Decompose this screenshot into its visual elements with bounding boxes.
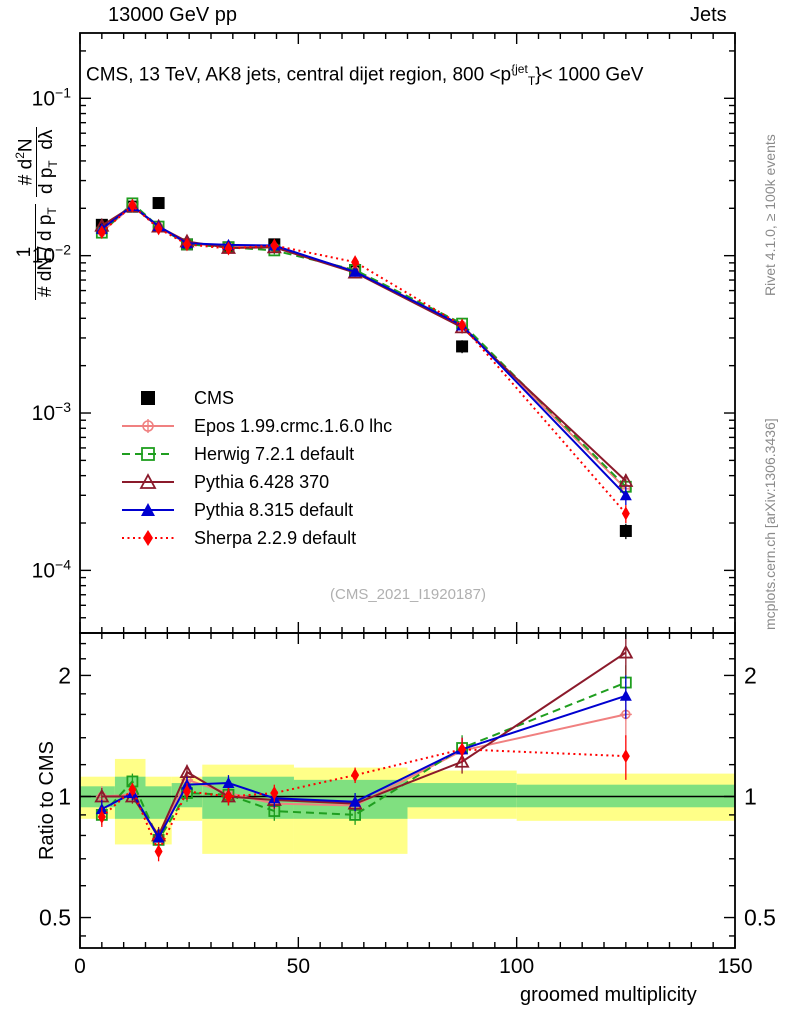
data-point-marker: [154, 844, 163, 859]
data-point-marker: [128, 782, 137, 797]
data-point-marker: [141, 419, 155, 433]
ratio-y-tick-label-right: 1: [744, 783, 757, 809]
data-point-marker: [349, 795, 362, 807]
series-line: [101, 204, 627, 515]
series-line: [101, 205, 627, 482]
x-tick-label: 150: [717, 955, 752, 978]
data-point-marker: [97, 225, 106, 240]
data-point-marker: [224, 789, 233, 804]
plot-title-sup: {jet: [511, 62, 528, 76]
legend-label: Herwig 7.2.1 default: [194, 444, 354, 464]
plot-title: CMS, 13 TeV, AK8 jets, central dijet reg…: [86, 62, 643, 88]
data-point-marker: [619, 689, 632, 701]
ratio-band-green: [145, 786, 172, 819]
ratio-y-tick-label: 1: [58, 783, 71, 809]
data-point-marker: [618, 644, 634, 659]
series-3: [94, 198, 634, 489]
ratio-series-4: [97, 735, 630, 862]
legend-label: Pythia 8.315 default: [194, 500, 353, 520]
data-point-marker: [351, 255, 360, 270]
main-panel-frame: [79, 32, 736, 634]
data-point-marker: [182, 237, 191, 252]
plot-title-pre: CMS, 13 TeV, AK8 jets, central dijet reg…: [86, 64, 512, 86]
x-tick-label: 0: [74, 955, 86, 978]
series-line: [101, 204, 627, 496]
legend-label: CMS: [194, 388, 234, 408]
series-line: [101, 204, 627, 490]
data-point-marker: [139, 473, 157, 489]
x-tick-label: 50: [287, 955, 310, 978]
plot-title-post: }< 1000 GeV: [535, 64, 644, 86]
data-point-marker: [128, 198, 137, 213]
data-point-marker: [454, 753, 470, 768]
x-axis-label: groomed multiplicity: [520, 984, 697, 1006]
main-y-axis-numerator2: # d2N: [13, 126, 38, 197]
main-y-tick-label: 10−3: [32, 399, 72, 425]
mcplots-source-label: mcplots.cern.ch [arXiv:1306.3436]: [762, 418, 778, 630]
data-point-marker: [141, 391, 155, 405]
legend-item-0[interactable]: CMS: [141, 388, 234, 408]
data-point-marker: [619, 524, 632, 537]
data-point-marker: [270, 238, 279, 253]
analysis-id-watermark: (CMS_2021_I1920187): [330, 586, 486, 603]
series-0: [95, 197, 632, 540]
data-point-marker: [141, 503, 155, 516]
data-point-marker: [458, 318, 467, 333]
legend-item-2[interactable]: Herwig 7.2.1 default: [122, 444, 354, 464]
series-4: [95, 199, 632, 506]
main-y-tick-label: 10−4: [32, 556, 72, 582]
series-line: [101, 201, 627, 488]
data-point-marker: [152, 831, 165, 843]
legend-label: Sherpa 2.2.9 default: [194, 528, 356, 548]
plot-title-sub: T: [527, 74, 536, 89]
series-2: [95, 197, 632, 496]
main-y-axis-denominator2: d pT dλ: [36, 129, 61, 194]
data-point-marker: [618, 473, 634, 487]
data-point-marker: [152, 197, 165, 210]
data-point-marker: [141, 447, 155, 461]
ratio-panel-series: [94, 633, 634, 862]
legend-item-1[interactable]: Epos 1.99.crmc.1.6.0 lhc: [122, 416, 392, 436]
ratio-y-tick-label: 2: [58, 662, 71, 688]
ratio-y-tick-label-right: 2: [744, 662, 757, 688]
data-point-marker: [182, 784, 191, 799]
data-point-marker: [349, 265, 362, 277]
x-tick-label: 100: [499, 955, 534, 978]
data-point-marker: [621, 749, 630, 764]
legend-item-4[interactable]: Pythia 8.315 default: [122, 500, 353, 520]
data-point-marker: [270, 786, 279, 801]
main-y-axis-numerator: 1: [14, 204, 37, 300]
series-1: [95, 199, 632, 498]
legend-item-3[interactable]: Pythia 6.428 370: [122, 472, 329, 492]
ratio-y-tick-label-right: 0.5: [744, 905, 776, 931]
data-point-marker: [97, 809, 106, 824]
main-y-axis-denominator: # dN / d pT: [35, 207, 59, 297]
ratio-y-axis-label: Ratio to CMS: [36, 741, 58, 860]
data-point-marker: [154, 221, 163, 236]
series-5: [97, 198, 630, 524]
rivet-version-label: Rivet 4.1.0, ≥ 100k events: [762, 134, 778, 296]
legend-item-5[interactable]: Sherpa 2.2.9 default: [122, 528, 356, 548]
ratio-series-line: [101, 681, 627, 843]
data-point-marker: [456, 340, 469, 353]
ratio-series-3: [95, 675, 632, 847]
data-point-marker: [224, 241, 233, 256]
data-point-marker: [458, 742, 467, 757]
header-right-label: Jets: [690, 4, 727, 26]
legend: CMS Epos 1.99.crmc.1.6.0 lhc Herwig 7.2.1 …: [122, 388, 392, 548]
legend-label: Epos 1.99.crmc.1.6.0 lhc: [194, 416, 392, 436]
data-point-marker: [222, 777, 235, 789]
ratio-y-tick-label: 0.5: [39, 905, 71, 931]
data-point-marker: [351, 768, 360, 783]
header-left-label: 13000 GeV pp: [108, 4, 237, 26]
main-panel-series: [94, 197, 634, 540]
legend-label: Pythia 6.428 370: [194, 472, 329, 492]
data-point-marker: [621, 506, 630, 521]
main-y-tick-label: 10−1: [32, 84, 72, 110]
ratio-band-green: [407, 783, 517, 808]
data-point-marker: [143, 530, 153, 546]
main-y-axis-label: 1 # dN / d pT # d2N d pT dλ: [13, 126, 61, 300]
data-point-marker: [619, 489, 632, 501]
